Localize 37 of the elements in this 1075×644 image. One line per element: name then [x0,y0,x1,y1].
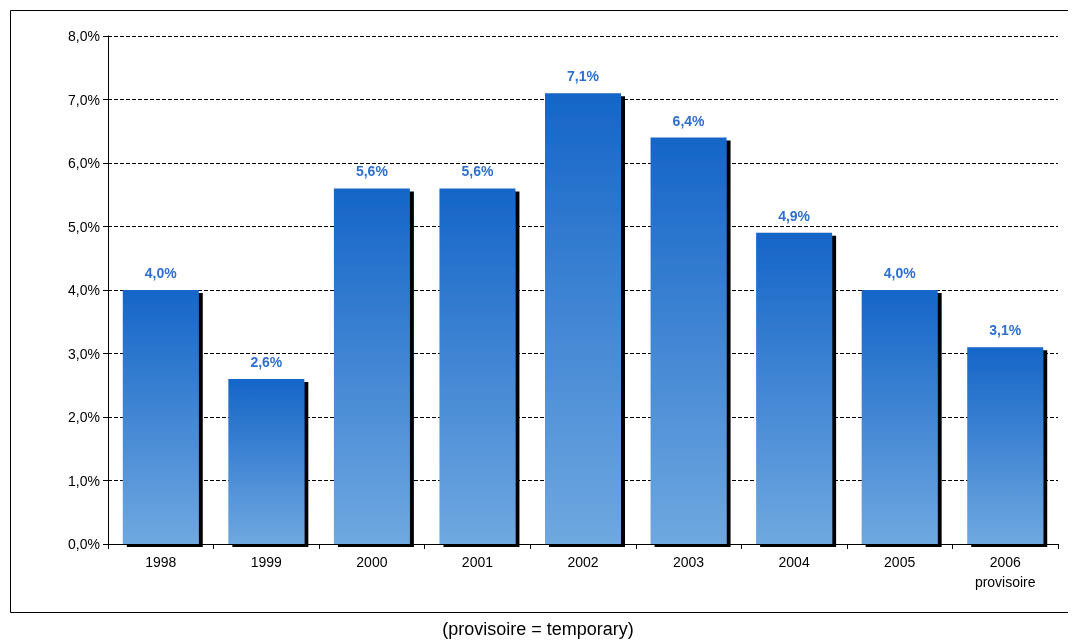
y-tick-label: 3,0% [68,345,100,362]
x-tick-label: 2006 provisoire [974,554,1036,590]
y-tick-label: 6,0% [68,155,100,171]
y-tick-label: 1,0% [68,472,100,489]
bar [861,290,938,544]
text: (provisoire = temporary) [442,619,634,639]
x-tick-label: 2002 [567,554,599,570]
bar [333,188,410,544]
x-tick-label: 2004 [778,554,810,570]
data-label: 4,9% [778,207,811,224]
x-tick-label: 2005 [884,554,916,570]
bar [967,347,1044,544]
x-tick-label: 1998 [145,554,177,570]
bar [545,93,621,544]
y-tick-label: 7,0% [68,91,100,108]
x-tick-label: 2001 [461,554,494,570]
data-label: 4,0% [883,265,917,281]
bar [650,137,727,544]
bar [122,290,199,544]
data-label: 4,0% [144,265,178,281]
data-label: 3,1% [989,322,1022,339]
y-tick-label: 5,0% [68,218,100,235]
bar [756,232,833,544]
data-label: 5,6% [355,163,389,180]
data-label: 5,6% [461,163,494,180]
data-label: 7,1% [567,68,600,85]
y-tick-label: 0,0% [68,536,100,552]
y-tick-label: 8,0% [68,28,100,44]
data-label: 2,6% [250,353,283,370]
bar [228,378,305,544]
y-tick-label: 4,0% [68,282,100,298]
y-tick-label: 2,0% [68,409,100,425]
data-label: 6,4% [672,112,706,129]
x-tick-label: 2000 [356,554,388,570]
x-tick-label: 2003 [672,554,705,570]
bar [439,188,516,544]
x-tick-label: 1999 [250,554,283,570]
